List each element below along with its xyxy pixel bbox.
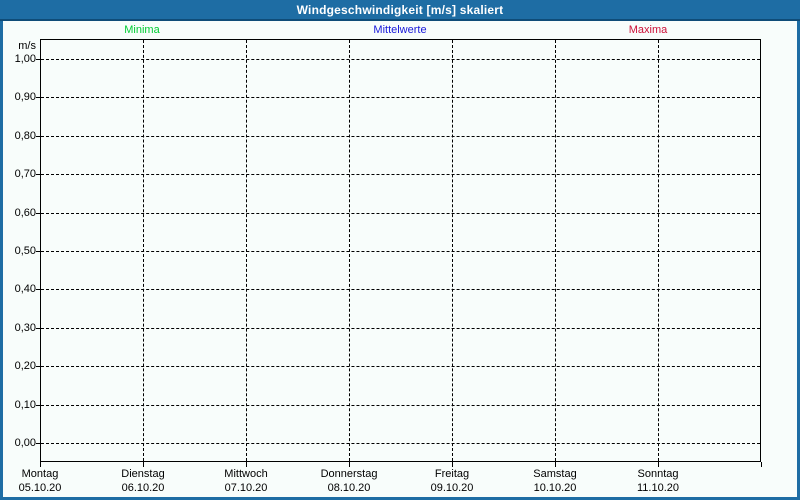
y-axis-unit-label: m/s (18, 40, 36, 52)
day-name: Montag (21, 468, 59, 480)
gridline-horizontal (41, 405, 760, 406)
title-bar[interactable]: Windgeschwindigkeit [m/s] skaliert (0, 0, 800, 21)
chart-content: Minima Mittelwerte Maxima m/s 1,00 0,90 0,80… (3, 21, 797, 497)
gridline-horizontal (41, 251, 760, 252)
day-date: 10.10.20 (533, 482, 577, 494)
gridline-horizontal (41, 136, 760, 137)
day-name: Sonntag (637, 468, 679, 480)
x-axis-tick (143, 462, 144, 467)
y-axis-tick (36, 366, 40, 367)
day-name: Freitag (434, 468, 470, 480)
gridline-vertical (349, 40, 350, 461)
y-axis-tick (36, 443, 40, 444)
x-axis-tick (658, 462, 659, 467)
gridline-horizontal (41, 174, 760, 175)
gridline-horizontal (41, 289, 760, 290)
x-axis-day-label: Mittwoch 07.10.20 (196, 468, 296, 495)
gridline-horizontal (41, 366, 760, 367)
y-tick-label: 0,50 (14, 245, 36, 257)
gridline-horizontal (41, 97, 760, 98)
legend-item-minima: Minima (124, 24, 160, 36)
x-axis-tick (555, 462, 556, 467)
y-tick-label: 0,60 (14, 207, 36, 219)
day-date: 09.10.20 (430, 482, 474, 494)
day-date: 11.10.20 (636, 482, 679, 494)
x-axis-tick (452, 462, 453, 467)
y-tick-label: 0,10 (14, 399, 36, 411)
x-axis-day-label: Montag 05.10.20 (0, 468, 90, 495)
gridline-vertical (658, 40, 659, 461)
x-axis-day-label: Sonntag 11.10.20 (608, 468, 708, 495)
y-tick-label: 1,00 (14, 53, 36, 65)
x-axis-tick (349, 462, 350, 467)
y-tick-label: 0,00 (14, 437, 36, 449)
day-name: Dienstag (121, 468, 165, 480)
gridline-vertical (246, 40, 247, 461)
day-date: 06.10.20 (121, 482, 165, 494)
gridline-horizontal (41, 328, 760, 329)
x-axis-tick (246, 462, 247, 467)
gridline-horizontal (41, 59, 760, 60)
legend-item-mittelwerte: Mittelwerte (373, 24, 427, 36)
y-axis-tick (36, 59, 40, 60)
x-axis-day-label: Donnerstag 08.10.20 (299, 468, 399, 495)
y-axis-tick (36, 328, 40, 329)
y-axis-tick (36, 136, 40, 137)
y-axis-tick (36, 405, 40, 406)
day-date: 05.10.20 (18, 482, 62, 494)
x-axis-tick (761, 462, 762, 467)
y-tick-label: 0,70 (14, 168, 36, 180)
day-name: Donnerstag (320, 468, 378, 480)
y-axis-tick (36, 97, 40, 98)
y-tick-label: 0,20 (14, 360, 36, 372)
x-axis-tick (40, 462, 41, 467)
day-date: 07.10.20 (224, 482, 268, 494)
gridline-vertical (143, 40, 144, 461)
y-tick-label: 0,30 (14, 322, 36, 334)
y-axis-tick (36, 289, 40, 290)
plot-area (40, 39, 761, 462)
legend-item-maxima: Maxima (628, 24, 668, 36)
y-axis-tick (36, 174, 40, 175)
y-tick-label: 0,40 (14, 283, 36, 295)
y-axis-tick (36, 251, 40, 252)
gridline-horizontal (41, 443, 760, 444)
x-axis-day-label: Dienstag 06.10.20 (93, 468, 193, 495)
day-date: 08.10.20 (327, 482, 371, 494)
x-axis-day-label: Samstag 10.10.20 (505, 468, 605, 495)
x-axis-day-label: Freitag 09.10.20 (402, 468, 502, 495)
y-tick-label: 0,90 (14, 91, 36, 103)
window-title: Windgeschwindigkeit [m/s] skaliert (296, 2, 504, 17)
gridline-horizontal (41, 213, 760, 214)
day-name: Samstag (533, 468, 577, 480)
gridline-vertical (555, 40, 556, 461)
day-name: Mittwoch (224, 468, 268, 480)
gridline-vertical (452, 40, 453, 461)
y-axis-tick (36, 213, 40, 214)
y-tick-label: 0,80 (14, 130, 36, 142)
